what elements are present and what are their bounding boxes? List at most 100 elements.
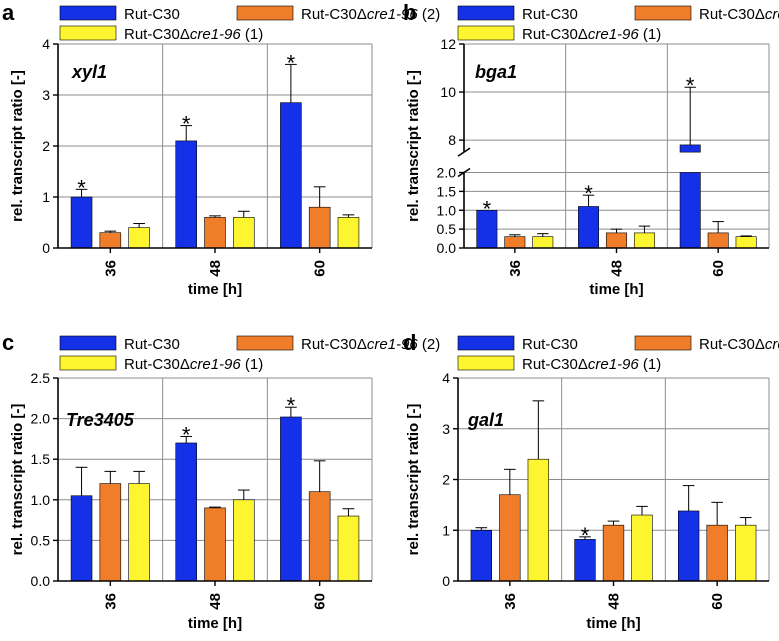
y-tick-label: 4 [442, 370, 450, 386]
significance-star: * [581, 523, 590, 548]
bar-2-36 [532, 236, 554, 249]
bar-2-60 [735, 524, 757, 582]
significance-star: * [287, 393, 296, 418]
legend-swatch-d2 [236, 335, 294, 351]
legend-gene: cre1-96 [190, 26, 242, 43]
legend-gene: cre1-96 [588, 26, 640, 43]
bar-2-48 [233, 499, 255, 582]
legend-item-d2: Rut-C30Δcre1-96 (2) [634, 335, 779, 353]
legend-prefix: Rut-C30Δ [699, 6, 765, 23]
legend-suffix: (1) [639, 356, 662, 373]
bar-2-36 [128, 227, 150, 249]
x-tick-label: 36 [102, 260, 119, 277]
x-axis-label: time [h] [589, 281, 643, 298]
legend-item-d2: Rut-C30Δcre1-96 (2) [236, 5, 440, 23]
bar-0-36 [70, 495, 93, 582]
bar-1-60 [707, 232, 729, 249]
legend-item-rut: Rut-C30 [457, 5, 578, 23]
legend-item-d1: Rut-C30Δcre1-96 (1) [59, 25, 263, 43]
bar-2-48 [633, 232, 655, 249]
legend-prefix: Rut-C30Δ [301, 336, 367, 353]
legend-prefix: Rut-C30Δ [124, 26, 190, 43]
legend-label-rut: Rut-C30 [124, 6, 180, 23]
y-tick-label: 4 [42, 36, 50, 52]
legend-swatch-rut [59, 5, 117, 21]
legend-prefix: Rut-C30Δ [301, 6, 367, 23]
bar-1-60 [706, 524, 728, 582]
y-tick-label: 0 [442, 573, 450, 589]
legend-label-d2: Rut-C30Δcre1-96 (2) [699, 6, 779, 23]
y-tick-label: 8 [448, 132, 456, 148]
legend-gene: cre1-96 [367, 6, 419, 23]
x-tick-label: 36 [507, 260, 524, 277]
legend-suffix: (1) [639, 26, 662, 43]
legend-label-d1: Rut-C30Δcre1-96 (1) [124, 356, 263, 373]
legend-prefix: Rut-C30Δ [124, 356, 190, 373]
legend-gene: cre1-96 [765, 6, 779, 23]
bar-2-36 [527, 458, 550, 582]
bar-0-36 [70, 196, 93, 249]
legend-swatch-d1 [457, 25, 515, 41]
y-axis-label: rel. transcript ratio [-] [405, 404, 422, 556]
legend-gene: cre1-96 [367, 336, 419, 353]
panel-a: * * * 0 1 2 3 4 36 48 60 time [h] rel. transcript ra… [2, 0, 440, 298]
panel-b: * * * 0.0 0.5 1.0 1.5 2.0 8 10 12 36 48 60 time [h] rel… [403, 0, 779, 298]
bar-1-36 [499, 494, 521, 582]
y-tick-label: 2.0 [437, 165, 457, 181]
legend-label-d2: Rut-C30Δcre1-96 (2) [301, 336, 440, 353]
legend-swatch-d2 [236, 5, 294, 21]
y-tick-label: 12 [440, 36, 456, 52]
x-tick-label: 60 [709, 593, 726, 610]
legend-swatch-rut [59, 335, 117, 351]
bar-2-48 [233, 217, 255, 249]
legend-label-rut: Rut-C30 [124, 336, 180, 353]
legend-item-rut: Rut-C30 [457, 335, 578, 353]
bar-2-60 [337, 217, 360, 249]
y-tick-label: 0 [42, 240, 50, 256]
bar-0-60 [679, 172, 701, 249]
gene-label: gal1 [467, 410, 504, 430]
panel-letter: a [2, 0, 15, 25]
significance-star: * [483, 196, 492, 221]
legend-swatch-d2 [634, 5, 692, 21]
legend-swatch-d1 [59, 25, 117, 41]
y-tick-label: 1 [442, 522, 450, 538]
significance-star: * [584, 181, 593, 206]
legend-label-d1: Rut-C30Δcre1-96 (1) [522, 26, 661, 43]
x-tick-label: 60 [312, 260, 329, 277]
y-tick-label: 2 [42, 138, 50, 154]
x-tick-label: 36 [502, 593, 519, 610]
significance-star: * [182, 422, 191, 447]
legend-swatch-d1 [59, 355, 117, 371]
y-tick-label: 2.5 [31, 370, 51, 386]
legend-suffix: (2) [418, 336, 441, 353]
y-tick-label: 2 [442, 472, 450, 488]
y-tick-label: 0.5 [437, 221, 457, 237]
bar-1-60 [308, 206, 331, 249]
legend-gene: cre1-96 [190, 356, 242, 373]
panel-d: * 0 1 2 3 4 36 48 60 time [h] rel. transcript rati… [403, 330, 779, 632]
x-tick-label: 48 [606, 593, 623, 610]
bar-1-36 [504, 236, 526, 249]
x-tick-label: 48 [207, 260, 224, 277]
legend-gene: cre1-96 [765, 336, 779, 353]
legend-item-d1: Rut-C30Δcre1-96 (1) [59, 355, 263, 373]
legend-label-d1: Rut-C30Δcre1-96 (1) [522, 356, 661, 373]
legend-prefix: Rut-C30Δ [522, 26, 588, 43]
legend-label-rut: Rut-C30 [522, 6, 578, 23]
legend-item-d1: Rut-C30Δcre1-96 (1) [457, 25, 661, 43]
x-axis-label: time [h] [188, 615, 242, 632]
x-tick-label: 48 [609, 260, 626, 277]
legend-gene: cre1-96 [588, 356, 640, 373]
bar-1-48 [602, 524, 625, 582]
y-tick-label: 1.0 [437, 202, 457, 218]
legend-prefix: Rut-C30Δ [699, 336, 765, 353]
y-axis-label: rel. transcript ratio [-] [9, 404, 26, 556]
bar-1-48 [204, 217, 226, 249]
bar-1-48 [204, 507, 226, 582]
panel-letter: c [2, 330, 14, 355]
legend-item-rut: Rut-C30 [59, 335, 180, 353]
panel-letter: d [403, 330, 416, 355]
y-tick-label: 1.0 [31, 492, 51, 508]
y-tick-label: 0.0 [31, 573, 51, 589]
